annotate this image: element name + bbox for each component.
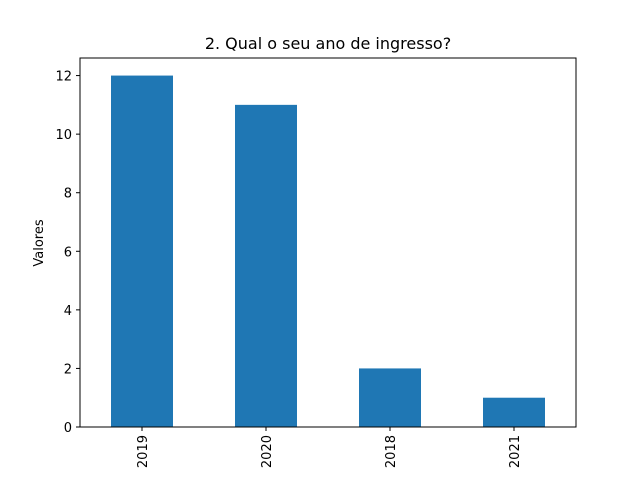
y-tick-label: 10 <box>55 128 72 143</box>
bar <box>359 368 421 427</box>
x-tick-label: 2020 <box>260 435 275 468</box>
y-axis-label: Valores <box>32 219 47 266</box>
plot-frame <box>79 57 577 428</box>
x-tick-label: 2019 <box>136 435 151 468</box>
y-tick-label: 8 <box>64 187 72 202</box>
chart-title: 2. Qual o seu ano de ingresso? <box>205 34 451 53</box>
y-tick-label: 6 <box>64 245 72 260</box>
bar <box>483 397 545 427</box>
y-tick-label: 2 <box>64 362 72 377</box>
bar <box>111 75 173 428</box>
y-tick-label: 12 <box>55 70 72 85</box>
x-tick-label: 2021 <box>508 435 523 468</box>
x-tick-label: 2018 <box>384 435 399 468</box>
y-tick-label: 0 <box>64 421 72 436</box>
bar <box>235 104 297 427</box>
y-tick-label: 4 <box>64 304 72 319</box>
